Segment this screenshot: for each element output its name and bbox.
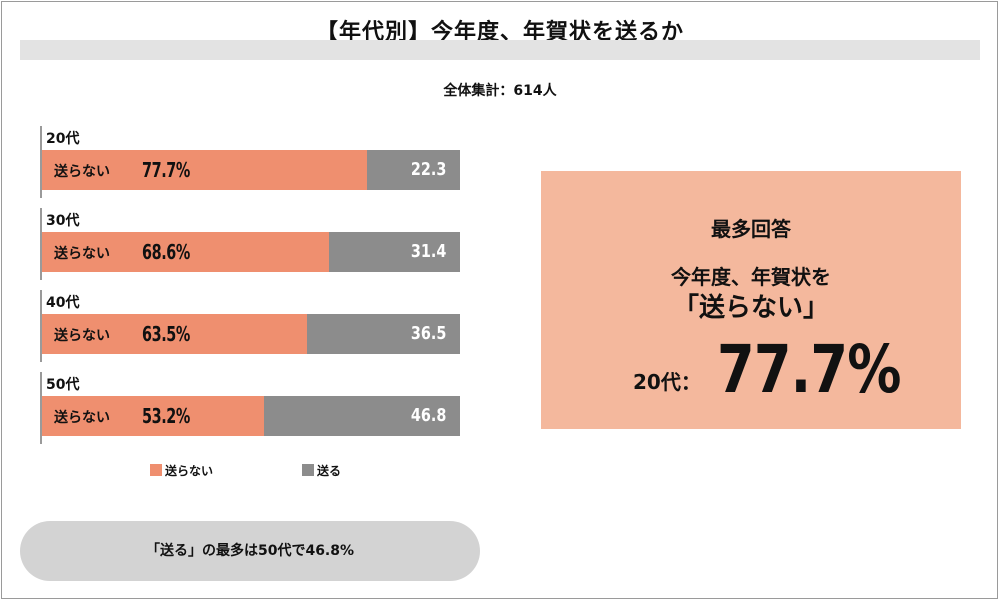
bar-track: 送らない 63.5% 36.5 (42, 314, 460, 354)
bar-value-send: 22.3 (410, 159, 446, 180)
bar-row: 50代送らない 53.2% 46.8 (40, 368, 460, 444)
row-axis-line (40, 126, 42, 198)
highlight-line2: 「送らない」 (672, 293, 829, 323)
bar-row: 30代送らない 68.6% 31.4 (40, 204, 460, 280)
bar-rows: 20代 送らない 77.7% 22.3 30代 送らない 68.6% 31.4 40代 送らない 6… (40, 122, 460, 444)
bar-value-send: 36.5 (410, 323, 446, 344)
bar-segment-send: 46.8 (264, 396, 460, 436)
sample-size-label: 全体集計：614人 (443, 83, 557, 99)
category-label: 40代 (46, 295, 80, 311)
bar-value-send: 31.4 (410, 241, 446, 262)
bar-segment-send: 22.3 (367, 150, 460, 190)
category-label: 20代 (46, 131, 80, 147)
legend-swatch-send (302, 464, 314, 476)
bar-segment-label: 送らない (54, 164, 110, 180)
bar-segment-not-send: 送らない 77.7% (42, 150, 367, 190)
bar-track: 送らない 77.7% 22.3 (42, 150, 460, 190)
bar-segment-not-send: 送らない 68.6% (42, 232, 329, 272)
row-axis-line (40, 290, 42, 362)
bar-segment-label: 送らない (54, 246, 110, 262)
category-label: 30代 (46, 213, 80, 229)
bar-segment-not-send: 送らない 63.5% (42, 314, 307, 354)
legend-swatch-not-send (150, 464, 162, 476)
bar-track: 送らない 68.6% 31.4 (42, 232, 460, 272)
highlight-line1: 今年度、年賀状を (671, 265, 831, 289)
bar-segment-send: 31.4 (329, 232, 460, 272)
highlight-age-label: 20代： (633, 370, 701, 394)
bar-segment-label: 送らない (54, 328, 110, 344)
row-axis-line (40, 208, 42, 280)
bar-segment-label: 送らない (54, 410, 110, 426)
bar-value-send: 46.8 (410, 405, 446, 426)
bar-track: 送らない 53.2% 46.8 (42, 396, 460, 436)
bar-row: 40代送らない 63.5% 36.5 (40, 286, 460, 362)
highlight-heading: 最多回答 (711, 217, 791, 241)
bar-segment-not-send: 送らない 53.2% (42, 396, 264, 436)
legend-label-not-send: 送らない (165, 464, 214, 478)
bar-value-not-send: 77.7% (142, 158, 190, 182)
highlight-box: 最多回答 今年度、年賀状を 「送らない」 20代： 77.7% (541, 171, 961, 429)
legend-label-send: 送る (317, 464, 342, 478)
category-label: 50代 (46, 377, 80, 393)
summary-callout: 「送る」の最多は50代で46.8% (20, 521, 480, 581)
bar-segment-send: 36.5 (307, 314, 460, 354)
legend-item-not-send: 送らない (150, 462, 213, 479)
highlight-value: 77.7% (717, 331, 901, 408)
bar-value-not-send: 63.5% (142, 322, 190, 346)
bar-row: 20代送らない 77.7% 22.3 (40, 122, 460, 198)
title-band (20, 40, 980, 60)
legend-item-send: 送る (302, 462, 341, 479)
bar-value-not-send: 53.2% (142, 404, 190, 428)
bar-value-not-send: 68.6% (142, 240, 190, 264)
row-axis-line (40, 372, 42, 444)
